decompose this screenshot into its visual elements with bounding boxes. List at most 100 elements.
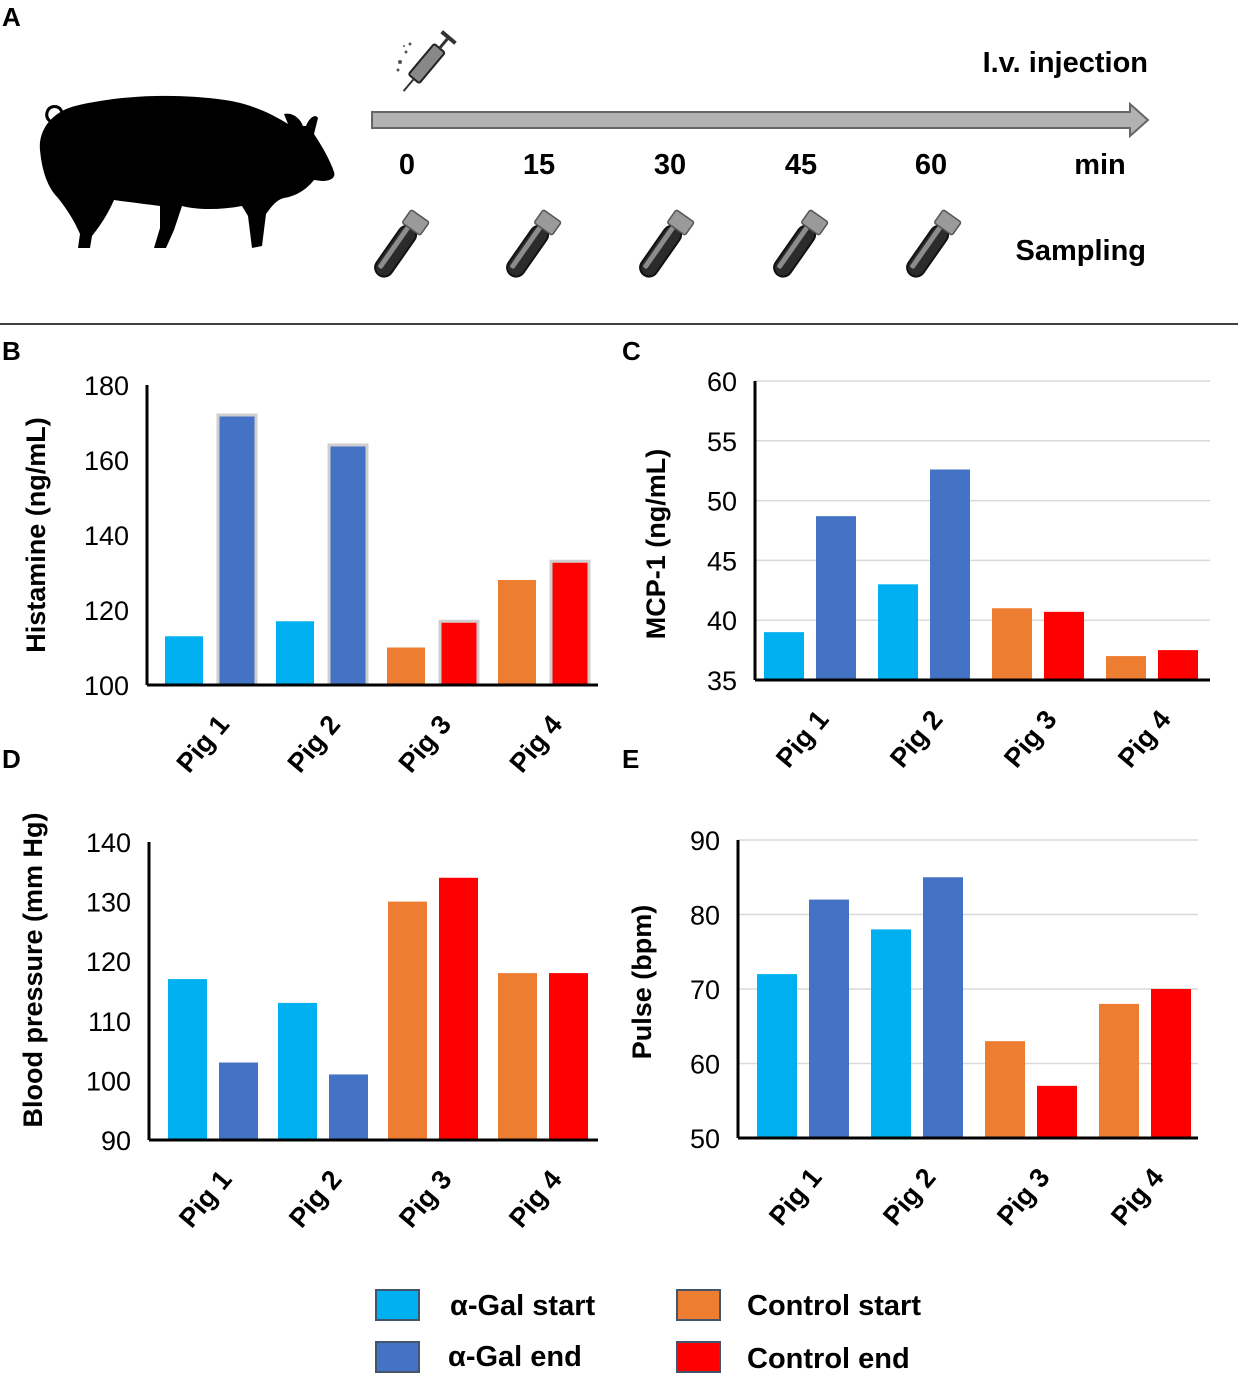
time-label: 45 bbox=[785, 149, 817, 181]
bar-start bbox=[498, 580, 536, 685]
x-tick-label: Pig 3 bbox=[393, 710, 457, 779]
y-axis-label: Blood pressure (mm Hg) bbox=[18, 812, 48, 1127]
x-tick-label: Pig 1 bbox=[173, 1165, 237, 1234]
legend-label-control-start: Control start bbox=[747, 1290, 921, 1322]
time-label: 60 bbox=[915, 149, 947, 181]
bar-end bbox=[1044, 611, 1084, 680]
time-label: 15 bbox=[523, 149, 555, 181]
bar-end bbox=[439, 877, 478, 1140]
time-labels: 0 15 30 45 60 bbox=[399, 149, 947, 181]
legend-label-agal-end: α-Gal end bbox=[448, 1341, 582, 1373]
x-tick-label: Pig 2 bbox=[283, 1165, 347, 1234]
y-tick-label: 120 bbox=[86, 947, 131, 977]
bar-end bbox=[216, 413, 258, 687]
x-tick-label: Pig 4 bbox=[1105, 1163, 1169, 1232]
y-tick-label: 120 bbox=[84, 596, 129, 626]
bar-end bbox=[1151, 989, 1191, 1138]
pulse-chart: 50 60 70 80 90 Pig 1 Pig 2 Pig 3 Pig 4 Pulse (bpm… bbox=[627, 826, 1198, 1231]
y-tick-label: 100 bbox=[86, 1066, 131, 1096]
y-tick-label: 60 bbox=[707, 367, 737, 397]
y-tick-label: 50 bbox=[707, 487, 737, 517]
blood-tube-icon bbox=[906, 209, 962, 278]
y-tick-label: 80 bbox=[690, 901, 720, 931]
bar-start bbox=[878, 584, 918, 680]
y-axis-label: Histamine (ng/mL) bbox=[21, 417, 51, 653]
y-tick-label: 110 bbox=[88, 1007, 131, 1037]
bar-start bbox=[1099, 1003, 1139, 1138]
blood-pressure-chart: 90 100 110 120 130 140 Pig 1 Pig 2 Pig 3 Pig 4 Blo… bbox=[18, 812, 598, 1233]
spray-dots bbox=[396, 42, 412, 72]
bar-start bbox=[992, 608, 1032, 680]
bar-start bbox=[168, 979, 207, 1140]
y-axis-label: Pulse (bpm) bbox=[627, 905, 657, 1060]
x-tick-label: Pig 3 bbox=[393, 1165, 457, 1234]
bar-end bbox=[438, 619, 480, 687]
x-tick-label: Pig 2 bbox=[884, 705, 948, 774]
blood-tube-icon bbox=[773, 209, 829, 278]
x-tick-label: Pig 4 bbox=[504, 710, 568, 779]
x-tick-label: Pig 2 bbox=[877, 1163, 941, 1232]
bar-end bbox=[329, 1074, 368, 1140]
y-tick-label: 40 bbox=[707, 606, 737, 636]
y-tick-label: 130 bbox=[86, 888, 131, 918]
legend: α-Gal start α-Gal end Control start Cont… bbox=[375, 1289, 921, 1375]
x-tick-label: Pig 3 bbox=[991, 1163, 1055, 1232]
bar-end bbox=[930, 469, 970, 680]
x-tick-label: Pig 1 bbox=[763, 1163, 827, 1232]
legend-label-control-end: Control end bbox=[747, 1343, 910, 1375]
bar-start bbox=[387, 647, 425, 685]
bar-end bbox=[549, 973, 588, 1140]
x-tick-label: Pig 1 bbox=[171, 710, 235, 779]
legend-label-agal-start: α-Gal start bbox=[450, 1290, 595, 1322]
y-axis-label: MCP-1 (ng/mL) bbox=[641, 449, 671, 639]
timeline-arrow bbox=[371, 101, 1150, 139]
panel-letter-e: E bbox=[622, 744, 639, 774]
y-tick-label: 35 bbox=[707, 666, 737, 696]
legend-swatch-control-end bbox=[676, 1341, 721, 1373]
y-tick-label: 140 bbox=[84, 521, 129, 551]
legend-swatch-agal-end bbox=[375, 1341, 420, 1373]
bar-end bbox=[809, 899, 849, 1138]
y-tick-label: 160 bbox=[84, 446, 129, 476]
bar-end bbox=[219, 1062, 258, 1140]
x-tick-label: Pig 4 bbox=[503, 1165, 567, 1234]
panel-letter-b: B bbox=[2, 336, 21, 366]
y-tick-label: 100 bbox=[84, 671, 129, 701]
bar-start bbox=[764, 632, 804, 680]
histamine-chart: 100 120 140 160 180 Pig 1 Pig 2 Pig 3 Pig 4 Hista… bbox=[21, 371, 598, 778]
blood-tube-icon bbox=[374, 209, 430, 278]
sampling-label: Sampling bbox=[1015, 235, 1146, 267]
bar-end bbox=[1158, 650, 1198, 680]
panel-letter-d: D bbox=[2, 744, 21, 774]
bar-end bbox=[327, 443, 369, 687]
bar-start bbox=[985, 1041, 1025, 1138]
legend-swatch-agal-start bbox=[375, 1289, 420, 1321]
sampling-tubes bbox=[374, 209, 962, 278]
time-label: 30 bbox=[654, 149, 686, 181]
bar-start bbox=[165, 636, 203, 685]
y-tick-label: 70 bbox=[690, 975, 720, 1005]
y-tick-label: 90 bbox=[101, 1126, 131, 1156]
bar-start bbox=[871, 929, 911, 1138]
panel-letter-a: A bbox=[2, 2, 21, 32]
bar-start bbox=[1106, 656, 1146, 680]
blood-tube-icon bbox=[506, 209, 562, 278]
bar-start bbox=[388, 901, 427, 1140]
panel-letter-c: C bbox=[622, 336, 641, 366]
x-tick-label: Pig 2 bbox=[282, 710, 346, 779]
legend-swatch-control-start bbox=[676, 1289, 721, 1321]
bar-start bbox=[757, 974, 797, 1138]
bar-end bbox=[923, 877, 963, 1138]
time-unit-label: min bbox=[1074, 149, 1126, 181]
y-tick-label: 55 bbox=[707, 427, 737, 457]
x-tick-label: Pig 3 bbox=[998, 705, 1062, 774]
x-tick-label: Pig 1 bbox=[770, 705, 834, 774]
bar-start bbox=[276, 621, 314, 685]
y-tick-label: 50 bbox=[690, 1124, 720, 1154]
y-tick-label: 45 bbox=[707, 546, 737, 576]
y-tick-label: 140 bbox=[86, 828, 131, 858]
mcp1-chart: 35 40 45 50 55 60 Pig 1 Pig 2 Pig 3 Pig 4 MCP-1 (n… bbox=[641, 367, 1210, 773]
syringe-icon bbox=[402, 30, 457, 92]
bar-end bbox=[549, 559, 591, 687]
